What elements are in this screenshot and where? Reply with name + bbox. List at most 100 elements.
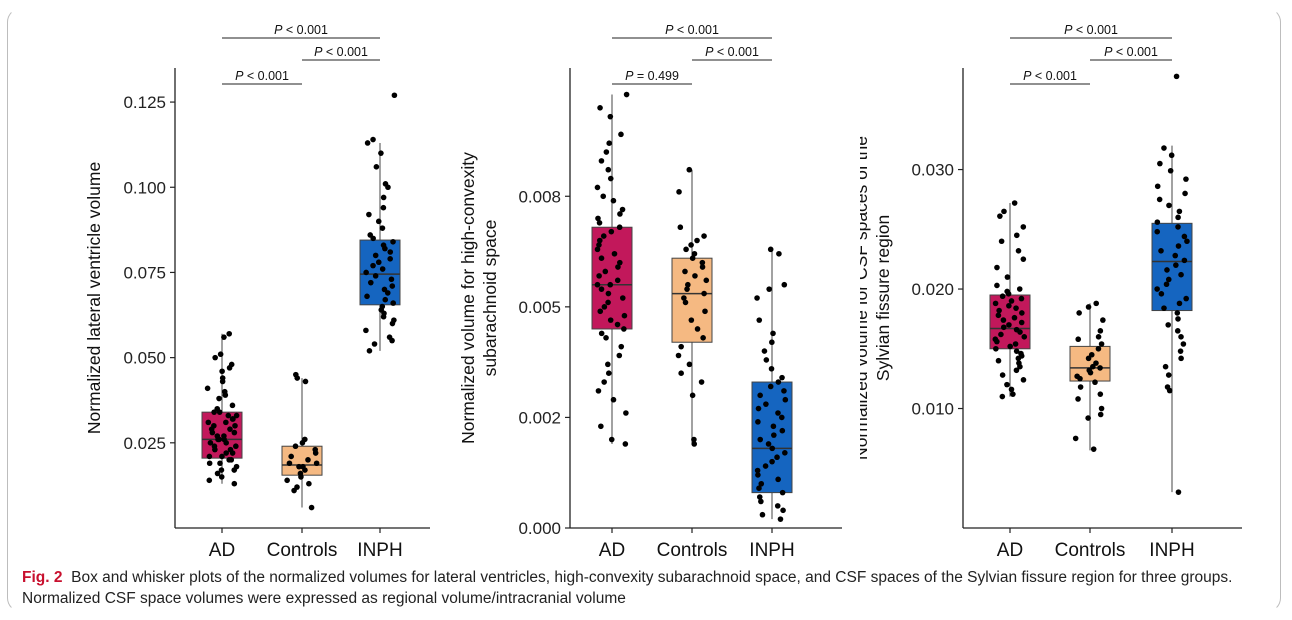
- data-point: [1163, 364, 1169, 370]
- data-point: [620, 295, 626, 301]
- data-point: [211, 409, 217, 415]
- data-point: [605, 362, 611, 368]
- significance-bracket: P < 0.001: [1090, 45, 1172, 60]
- data-point: [303, 379, 309, 385]
- data-point: [291, 488, 297, 494]
- data-point: [227, 426, 233, 432]
- data-point: [595, 282, 601, 288]
- data-point: [702, 308, 708, 314]
- data-point: [994, 339, 1000, 345]
- data-point: [1166, 203, 1172, 209]
- data-point: [366, 212, 372, 218]
- data-point: [1098, 391, 1104, 397]
- bracket-label: P < 0.001: [314, 45, 368, 59]
- x-tick-label: Controls: [657, 540, 728, 560]
- data-point: [998, 332, 1004, 338]
- data-point: [1166, 277, 1172, 283]
- data-point: [766, 286, 772, 292]
- data-point: [309, 505, 315, 511]
- data-point: [363, 328, 369, 334]
- data-point: [769, 339, 775, 345]
- data-point: [778, 516, 784, 522]
- data-point: [699, 379, 705, 385]
- data-point: [595, 247, 601, 253]
- data-point: [606, 291, 612, 297]
- y-axis-label: subarachnoid space: [480, 220, 500, 377]
- data-point: [757, 393, 763, 399]
- data-point: [365, 140, 371, 146]
- data-point: [370, 137, 376, 143]
- data-point: [217, 409, 223, 415]
- data-point: [219, 454, 225, 460]
- data-point: [372, 341, 378, 347]
- data-point: [1099, 341, 1105, 347]
- data-point: [1178, 334, 1184, 340]
- data-point: [774, 454, 780, 460]
- data-point: [1000, 372, 1006, 378]
- data-point: [219, 368, 225, 374]
- data-point: [595, 185, 601, 191]
- data-point: [599, 158, 605, 164]
- significance-bracket: P < 0.001: [612, 23, 772, 38]
- data-point: [1158, 248, 1164, 254]
- data-point: [701, 291, 707, 297]
- data-point: [232, 423, 238, 429]
- data-point: [1000, 293, 1006, 299]
- data-point: [609, 437, 615, 443]
- data-point: [781, 282, 787, 288]
- data-point: [1169, 152, 1175, 158]
- x-tick-label: INPH: [357, 540, 402, 560]
- data-point: [1014, 367, 1020, 373]
- data-point: [216, 437, 222, 443]
- data-point: [298, 474, 304, 480]
- data-point: [1078, 384, 1084, 390]
- data-point: [1016, 248, 1022, 254]
- y-tick-label: 0.125: [123, 93, 166, 112]
- data-point: [1175, 316, 1181, 322]
- data-point: [599, 255, 605, 261]
- data-point: [700, 335, 706, 341]
- data-point: [757, 437, 763, 443]
- data-point: [216, 396, 222, 402]
- data-point: [996, 313, 1002, 319]
- y-axis-label: Normalized lateral ventricle volume: [84, 162, 104, 434]
- y-tick-label: 0.030: [911, 161, 954, 180]
- data-point: [780, 490, 786, 496]
- data-point: [601, 379, 607, 385]
- data-point: [1157, 161, 1163, 167]
- data-point: [1176, 489, 1182, 495]
- data-point: [691, 441, 697, 447]
- data-point: [768, 384, 774, 390]
- data-point: [230, 403, 236, 409]
- data-point: [1075, 396, 1081, 402]
- data-point: [769, 366, 775, 372]
- data-point: [1001, 324, 1007, 330]
- data-point: [230, 416, 236, 422]
- high-convexity-chart: 0.0000.0020.0050.008AD Controls INPHNormal…: [430, 0, 860, 560]
- data-point: [678, 370, 684, 376]
- data-point: [994, 283, 1000, 289]
- data-point: [233, 443, 239, 449]
- data-point: [364, 293, 370, 299]
- data-point: [223, 440, 229, 446]
- data-point: [602, 269, 608, 275]
- bracket-label: P < 0.001: [705, 45, 759, 59]
- data-point: [1182, 234, 1188, 240]
- y-tick-label: 0.008: [518, 187, 561, 206]
- caption-text: Box and whisker plots of the normalized …: [22, 569, 1232, 607]
- data-point: [996, 358, 1002, 364]
- y-axis-label: Sylvian fissure region: [873, 215, 893, 381]
- data-point: [226, 457, 232, 463]
- data-point: [1001, 317, 1007, 323]
- data-point: [609, 229, 615, 235]
- data-point: [769, 446, 775, 452]
- data-point: [617, 211, 623, 217]
- data-point: [775, 503, 781, 509]
- data-point: [676, 189, 682, 195]
- data-point: [390, 300, 396, 306]
- data-point: [1099, 406, 1105, 412]
- significance-bracket: P < 0.001: [692, 45, 772, 60]
- data-point: [622, 313, 628, 319]
- data-point: [695, 326, 701, 332]
- data-point: [381, 195, 387, 201]
